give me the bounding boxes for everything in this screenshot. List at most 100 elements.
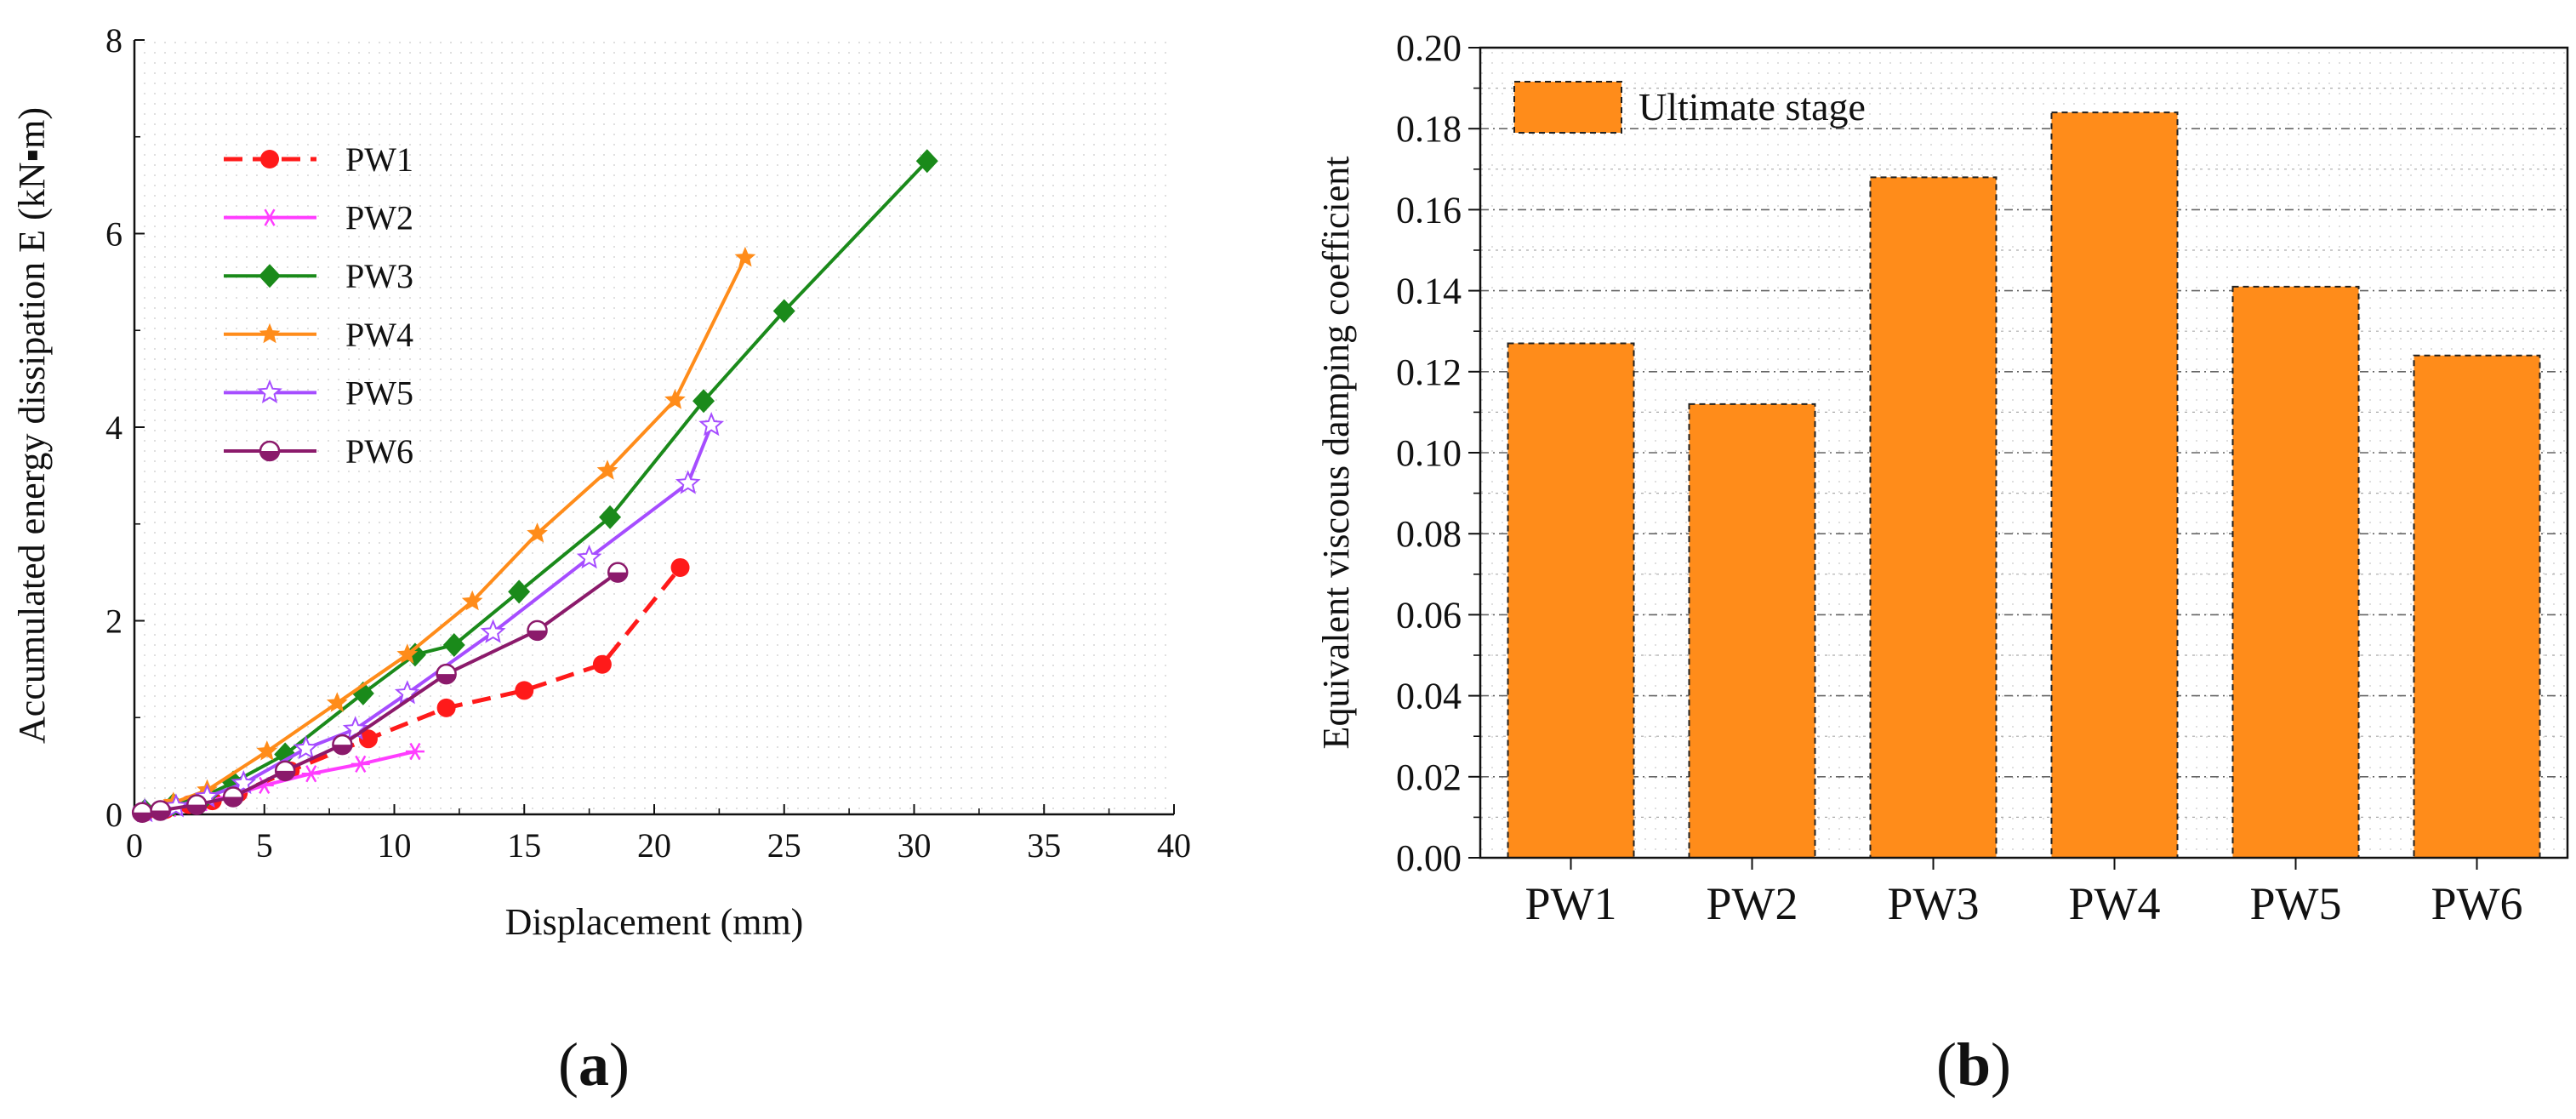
damping-coefficient-chart: 0.00 0.02 0.04 0.06 0.08 0.10 0.12 0.14 0.16 0.18… xyxy=(1315,27,2569,1099)
legend-label-pw3: PW3 xyxy=(345,257,413,295)
legend-item-pw4: PW4 xyxy=(224,316,413,354)
data-point-pw4 xyxy=(396,643,419,664)
legend-marker-pw2 xyxy=(260,208,279,226)
data-point-pw5 xyxy=(576,545,602,569)
data-point-pw6 xyxy=(274,760,296,782)
data-point-pw4 xyxy=(461,590,483,611)
data-point-pw6 xyxy=(332,734,353,756)
data-point-pw2 xyxy=(301,765,321,783)
data-point-pw6 xyxy=(527,619,548,642)
x-tick-label-pw3: PW3 xyxy=(1888,878,1980,929)
data-point-pw3 xyxy=(692,389,715,414)
y-tick-label-a: 6 xyxy=(105,215,123,254)
data-point-pw6 xyxy=(436,663,457,685)
bar-pw2 xyxy=(1688,402,1816,859)
x-tick-label-a: 30 xyxy=(898,826,932,865)
data-point-pw4 xyxy=(734,246,756,267)
data-point-pw5 xyxy=(675,470,701,494)
legend-item-pw2: PW2 xyxy=(224,199,413,237)
y-tick-label-b: 0.16 xyxy=(1396,189,1462,231)
x-tick-label-pw1: PW1 xyxy=(1525,878,1617,929)
data-point-pw6 xyxy=(222,786,244,808)
data-point-pw6 xyxy=(186,794,208,815)
data-point-pw4 xyxy=(326,692,348,712)
y-tick-label-b: 0.02 xyxy=(1396,756,1462,798)
y-tick-label-b: 0.14 xyxy=(1396,271,1462,312)
data-point-pw5 xyxy=(698,412,725,437)
legend-item-pw5: PW5 xyxy=(224,374,413,412)
bar-pw5 xyxy=(2231,285,2360,859)
data-point-pw4 xyxy=(527,522,548,543)
data-point-pw2 xyxy=(350,755,370,774)
legend-marker-pw1 xyxy=(260,150,279,168)
data-point-pw1 xyxy=(436,698,456,717)
y-tick-label-b: 0.12 xyxy=(1396,351,1462,393)
y-tick-label-b: 0.06 xyxy=(1396,594,1462,636)
data-point-pw3 xyxy=(915,149,938,174)
legend-label-ultimate-stage: Ultimate stage xyxy=(1638,85,1866,128)
data-point-pw3 xyxy=(508,579,531,604)
x-tick-label-pw6: PW6 xyxy=(2431,878,2523,929)
data-point-pw3 xyxy=(772,299,795,323)
y-tick-label-b: 0.08 xyxy=(1396,513,1462,555)
x-tick-label-pw5: PW5 xyxy=(2250,878,2342,929)
y-tick-label-b: 0.10 xyxy=(1396,432,1462,474)
data-point-pw5 xyxy=(480,619,506,643)
y-tick-label-a: 8 xyxy=(105,21,123,60)
energy-dissipation-chart: 0 5 10 15 20 25 30 35 40 0 2 4 6 8 PW1 PW2 PW3 PW4 PW5 PW6… xyxy=(11,21,1191,1099)
data-point-pw3 xyxy=(599,505,622,529)
x-tick-label-a: 20 xyxy=(637,826,671,865)
data-point-pw1 xyxy=(358,729,378,749)
legend-marker-pw4 xyxy=(259,323,281,344)
data-point-pw2 xyxy=(405,742,425,761)
legend-label-pw1: PW1 xyxy=(345,140,413,179)
data-point-pw1 xyxy=(670,557,690,577)
y-tick-label-a: 2 xyxy=(105,602,123,641)
x-tick-label-a: 10 xyxy=(378,826,412,865)
legend-marker-pw3 xyxy=(259,264,281,288)
data-point-pw1 xyxy=(515,681,534,700)
data-point-pw3 xyxy=(442,632,465,657)
x-tick-label-pw4: PW4 xyxy=(2069,878,2161,929)
legend-item-pw1: PW1 xyxy=(224,140,413,179)
y-tick-label-a: 0 xyxy=(105,796,123,834)
x-tick-label-a: 25 xyxy=(767,826,801,865)
plot-area-a xyxy=(134,40,1174,814)
data-point-pw6 xyxy=(150,800,171,821)
legend-marker-pw6 xyxy=(259,440,281,462)
legend-label-pw5: PW5 xyxy=(345,374,413,412)
panel-label-a: (a) xyxy=(558,1031,630,1099)
data-point-pw5 xyxy=(293,734,319,760)
data-point-pw4 xyxy=(664,389,686,409)
legend-label-pw6: PW6 xyxy=(345,432,413,471)
y-axis-label-a: Accumulated energy dissipation E (kN▪m) xyxy=(11,107,53,744)
data-point-pw6 xyxy=(607,562,629,583)
data-point-pw6 xyxy=(131,802,153,823)
y-tick-label-b: 0.04 xyxy=(1396,676,1462,717)
x-tick-label-a: 15 xyxy=(507,826,541,865)
legend-item-ultimate-stage: Ultimate stage xyxy=(1513,81,1866,134)
x-tick-label-pw2: PW2 xyxy=(1707,878,1798,929)
legend-swatch xyxy=(1513,81,1622,134)
panel-label-b: (b) xyxy=(1936,1031,2011,1099)
y-tick-label-a: 4 xyxy=(105,408,123,447)
x-axis-label-a: Displacement (mm) xyxy=(505,901,804,943)
bar-pw1 xyxy=(1507,342,1635,859)
legend-item-pw3: PW3 xyxy=(224,257,413,295)
y-tick-label-b: 0.18 xyxy=(1396,108,1462,150)
legend-label-pw4: PW4 xyxy=(345,316,413,354)
x-tick-label-a: 40 xyxy=(1157,826,1191,865)
y-tick-label-b: 0.00 xyxy=(1396,837,1462,879)
data-point-pw4 xyxy=(256,740,278,761)
x-tick-label-a: 5 xyxy=(256,826,273,865)
y-tick-label-b: 0.20 xyxy=(1396,27,1462,69)
legend-marker-pw5 xyxy=(257,379,282,403)
x-tick-label-a: 0 xyxy=(126,826,143,865)
bar-pw4 xyxy=(2050,111,2179,859)
data-point-pw1 xyxy=(592,654,612,674)
x-tick-label-a: 35 xyxy=(1027,826,1061,865)
bar-pw6 xyxy=(2413,354,2541,859)
data-point-pw4 xyxy=(596,460,618,480)
